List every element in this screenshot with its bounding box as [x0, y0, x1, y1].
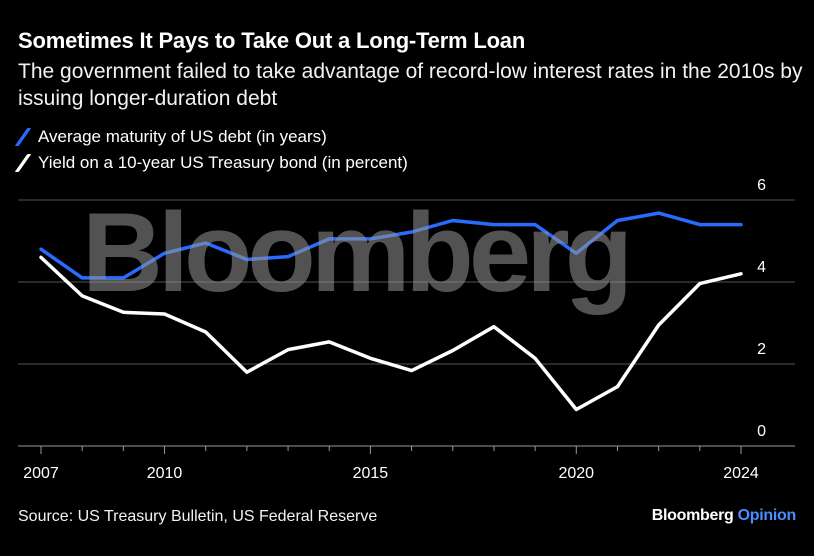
brand-logo: Bloomberg Opinion: [651, 507, 797, 525]
legend-label-yield: Yield on a 10-year US Treasury bond (in …: [38, 153, 408, 172]
x-tick-label: 2010: [147, 465, 183, 482]
series-line-maturity: [39, 211, 743, 280]
legend-label-maturity: Average maturity of US debt (in years): [38, 127, 327, 146]
brand-name: Bloomberg: [651, 507, 734, 524]
legend-item-maturity: Average maturity of US debt (in years): [18, 124, 408, 150]
legend-item-yield: Yield on a 10-year US Treasury bond (in …: [18, 150, 408, 176]
series-lines: [39, 211, 743, 412]
x-tick-label: 2015: [353, 465, 389, 482]
x-tick-label: 2007: [23, 465, 59, 482]
y-axis-ticks: 0 2 4 6: [757, 177, 766, 440]
chart-subtitle: The government failed to take advantage …: [18, 60, 803, 110]
y-tick-label: 2: [757, 341, 766, 358]
x-tick-label: 2020: [558, 465, 594, 482]
legend: Average maturity of US debt (in years) Y…: [18, 124, 408, 176]
y-tick-label: 0: [757, 423, 766, 440]
x-axis: 2007 2010 2015 2020 2024: [23, 446, 759, 482]
chart-title: Sometimes It Pays to Take Out a Long-Ter…: [18, 28, 526, 53]
gridlines: [18, 199, 795, 447]
source-note: Source: US Treasury Bulletin, US Federal…: [18, 508, 378, 525]
series-line-yield: [39, 255, 743, 412]
x-tick-label: 2024: [723, 465, 759, 482]
y-tick-label: 4: [757, 259, 766, 276]
brand-suffix: Opinion: [737, 507, 797, 524]
y-tick-label: 6: [757, 177, 766, 194]
